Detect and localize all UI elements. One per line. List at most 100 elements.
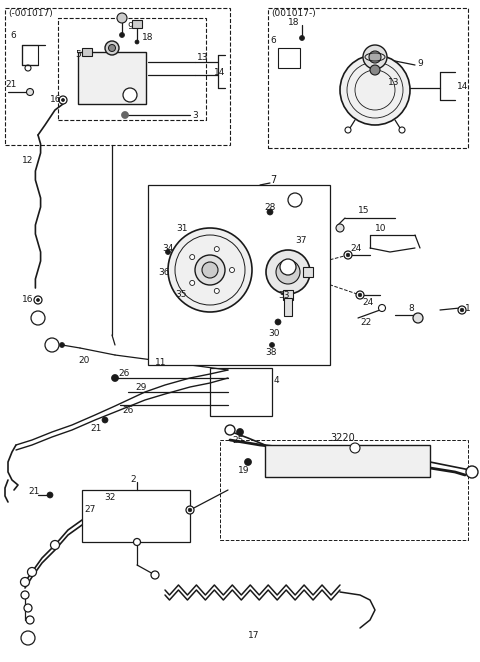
Text: 32: 32 (104, 493, 115, 502)
Circle shape (345, 127, 351, 133)
Text: 7: 7 (270, 175, 276, 185)
Text: 26: 26 (122, 406, 133, 414)
Circle shape (202, 262, 218, 278)
Text: 18: 18 (288, 17, 300, 26)
Text: 9: 9 (127, 21, 133, 30)
Circle shape (280, 259, 296, 275)
Bar (148, 185, 330, 365)
Circle shape (466, 466, 478, 478)
Text: 35: 35 (175, 289, 187, 299)
Bar (265, 445, 430, 477)
Circle shape (458, 306, 466, 314)
Circle shape (399, 127, 405, 133)
Circle shape (356, 291, 364, 299)
Text: 20: 20 (78, 355, 89, 365)
Circle shape (190, 255, 195, 260)
Text: 22: 22 (360, 318, 371, 326)
Circle shape (266, 250, 310, 294)
Text: 8: 8 (408, 303, 414, 312)
Text: 33: 33 (278, 291, 289, 299)
Text: 10: 10 (375, 224, 386, 232)
Bar (58, 18, 206, 120)
Text: A: A (127, 91, 133, 99)
Circle shape (50, 540, 60, 549)
Text: 11: 11 (155, 357, 167, 367)
Bar (268, 8, 468, 148)
Text: 15: 15 (358, 205, 370, 214)
Circle shape (275, 319, 281, 325)
Text: 17: 17 (248, 630, 260, 639)
Text: 5: 5 (75, 50, 81, 58)
Text: 34: 34 (162, 244, 173, 252)
Text: 24: 24 (362, 297, 373, 307)
Bar (303, 267, 313, 277)
Circle shape (45, 338, 59, 352)
Text: 9: 9 (417, 58, 423, 68)
Text: 14: 14 (214, 68, 226, 77)
Text: 21: 21 (28, 487, 39, 496)
Circle shape (111, 375, 119, 381)
Text: 26: 26 (118, 369, 130, 377)
Text: 3220: 3220 (330, 433, 355, 443)
Circle shape (369, 51, 381, 63)
Text: 31: 31 (176, 224, 188, 232)
Text: 28: 28 (264, 203, 276, 211)
Text: 12: 12 (22, 156, 34, 164)
Text: 2: 2 (130, 475, 136, 483)
Text: 30: 30 (268, 328, 279, 338)
Text: 16: 16 (50, 95, 61, 103)
Bar (132, 20, 142, 28)
Circle shape (61, 99, 64, 101)
Circle shape (186, 506, 194, 514)
Text: 29: 29 (135, 383, 146, 391)
Circle shape (358, 293, 362, 297)
Circle shape (121, 111, 129, 118)
Circle shape (300, 36, 304, 40)
Circle shape (214, 289, 219, 293)
Circle shape (350, 443, 360, 453)
Text: C: C (292, 195, 298, 205)
Text: 25: 25 (232, 436, 243, 444)
Text: B: B (285, 263, 291, 271)
Circle shape (237, 428, 243, 436)
Circle shape (47, 492, 53, 498)
Text: 21: 21 (90, 424, 101, 432)
Bar (210, 368, 272, 416)
Circle shape (229, 267, 235, 273)
Circle shape (340, 55, 410, 125)
Circle shape (26, 89, 34, 95)
Circle shape (346, 253, 350, 257)
Bar (22, 45, 38, 65)
Bar (220, 440, 468, 540)
Bar (284, 298, 292, 316)
Bar (5, 8, 230, 145)
Circle shape (168, 228, 252, 312)
Text: 6: 6 (10, 30, 16, 40)
Circle shape (195, 255, 225, 285)
Circle shape (460, 308, 464, 312)
Circle shape (102, 417, 108, 423)
Circle shape (344, 251, 352, 259)
Circle shape (123, 88, 137, 102)
Circle shape (120, 32, 124, 38)
Text: A: A (49, 340, 55, 350)
Text: 1: 1 (465, 303, 471, 312)
Bar (278, 48, 300, 68)
Text: 36: 36 (158, 267, 169, 277)
Circle shape (225, 425, 235, 435)
Circle shape (244, 459, 252, 465)
Text: 21: 21 (5, 79, 16, 89)
Circle shape (188, 508, 192, 512)
Circle shape (190, 281, 195, 285)
Text: 3: 3 (192, 111, 198, 120)
Circle shape (413, 313, 423, 323)
Circle shape (133, 538, 141, 545)
Circle shape (166, 250, 170, 254)
Bar (82, 48, 92, 56)
Circle shape (21, 591, 29, 599)
Circle shape (21, 631, 35, 645)
Text: (-001017): (-001017) (8, 9, 53, 18)
Text: B: B (35, 314, 41, 322)
Circle shape (379, 305, 385, 312)
Text: 6: 6 (270, 36, 276, 44)
